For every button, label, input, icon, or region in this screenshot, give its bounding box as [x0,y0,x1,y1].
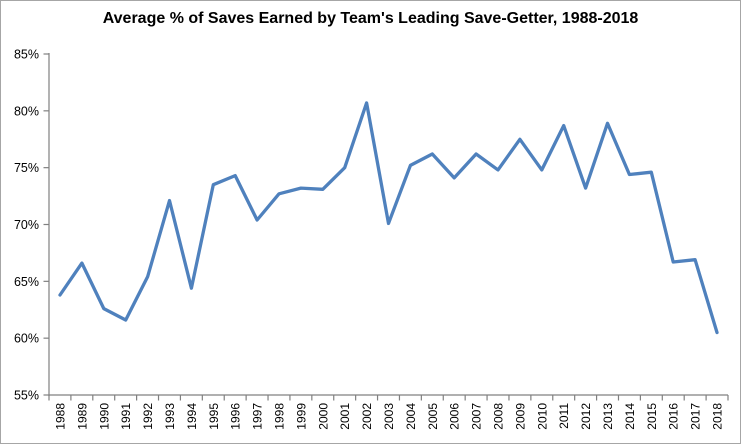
x-tick-label: 2006 [448,403,462,430]
x-tick-label: 2008 [492,403,506,430]
x-tick-label: 1995 [207,403,221,430]
x-tick-label: 1990 [97,403,111,430]
x-tick-label: 2013 [601,403,615,430]
x-tick-label: 1994 [185,403,199,430]
x-tick-label: 2014 [623,403,637,430]
x-tick-label: 1997 [251,403,265,430]
x-tick-label: 1988 [53,403,67,430]
x-tick-label: 1989 [75,403,89,430]
x-tick-label: 2007 [470,403,484,430]
y-tick-label: 55% [14,389,39,403]
y-tick-label: 85% [14,48,39,62]
chart-title: Average % of Saves Earned by Team's Lead… [102,10,639,27]
x-tick-label: 2001 [338,403,352,430]
x-tick-label: 2017 [689,403,703,430]
x-tick-label: 2003 [382,403,396,430]
x-tick-label: 2015 [645,403,659,430]
x-tick-label: 2016 [667,403,681,430]
x-tick-label: 1993 [163,403,177,430]
x-tick-label: 2011 [557,403,571,429]
x-tick-label: 2018 [711,403,725,430]
y-tick-label: 60% [14,332,39,346]
x-tick-label: 2000 [316,403,330,430]
y-tick-label: 75% [14,161,39,175]
x-tick-label: 2010 [535,403,549,430]
x-tick-label: 1996 [229,403,243,430]
x-tick-label: 1991 [119,403,133,430]
y-tick-label: 70% [14,218,39,232]
x-tick-label: 2002 [360,403,374,430]
x-tick-label: 2004 [404,403,418,430]
series-line [58,101,719,335]
x-tick-label: 1998 [272,403,286,430]
y-tick-label: 80% [14,104,39,118]
x-tick-label: 2009 [513,403,527,430]
x-tick-label: 1992 [141,403,155,430]
x-tick-label: 2005 [426,403,440,430]
x-tick-label: 1999 [294,403,308,430]
y-tick-label: 65% [14,275,39,289]
x-tick-label: 2012 [579,403,593,430]
